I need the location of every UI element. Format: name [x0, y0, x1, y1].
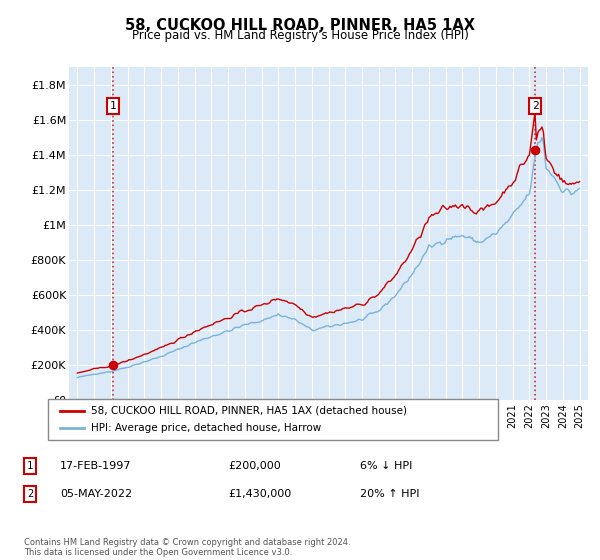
Text: 58, CUCKOO HILL ROAD, PINNER, HA5 1AX: 58, CUCKOO HILL ROAD, PINNER, HA5 1AX — [125, 18, 475, 33]
Text: 2: 2 — [532, 101, 538, 111]
Text: Contains HM Land Registry data © Crown copyright and database right 2024.
This d: Contains HM Land Registry data © Crown c… — [24, 538, 350, 557]
Text: 1: 1 — [27, 461, 33, 471]
Text: HPI: Average price, detached house, Harrow: HPI: Average price, detached house, Harr… — [91, 423, 322, 433]
Text: 2: 2 — [27, 489, 33, 499]
Text: 17-FEB-1997: 17-FEB-1997 — [60, 461, 131, 471]
Point — [530, 145, 540, 154]
Text: 20% ↑ HPI: 20% ↑ HPI — [360, 489, 419, 499]
Text: £1,430,000: £1,430,000 — [228, 489, 291, 499]
Text: 58, CUCKOO HILL ROAD, PINNER, HA5 1AX (detached house): 58, CUCKOO HILL ROAD, PINNER, HA5 1AX (d… — [91, 405, 407, 416]
Point — [108, 361, 118, 370]
Text: 05-MAY-2022: 05-MAY-2022 — [60, 489, 132, 499]
Text: £200,000: £200,000 — [228, 461, 281, 471]
Text: 6% ↓ HPI: 6% ↓ HPI — [360, 461, 412, 471]
Text: 1: 1 — [109, 101, 116, 111]
Text: Price paid vs. HM Land Registry's House Price Index (HPI): Price paid vs. HM Land Registry's House … — [131, 29, 469, 42]
